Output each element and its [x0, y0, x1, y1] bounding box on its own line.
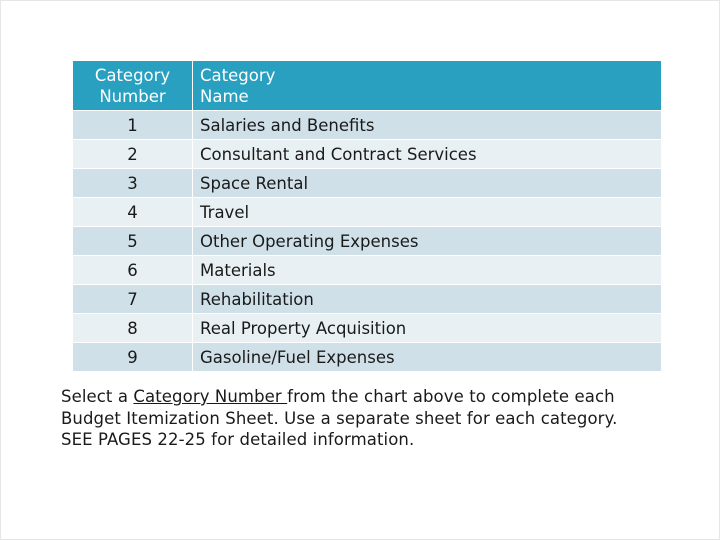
category-number-cell: 9	[72, 342, 193, 372]
table-row: 2 Consultant and Contract Services	[72, 139, 662, 169]
table-header-row: Category Number Category Name	[72, 60, 662, 111]
instruction-note: Select a Category Number from the chart …	[61, 386, 701, 451]
category-name-cell: Real Property Acquisition	[192, 313, 662, 343]
category-table: Category Number Category Name 1 Salaries…	[72, 60, 662, 372]
category-name-cell: Gasoline/Fuel Expenses	[192, 342, 662, 372]
note-line2: Budget Itemization Sheet. Use a separate…	[61, 408, 618, 428]
header-name-line1: Category	[200, 65, 276, 85]
header-number-line1: Category	[94, 65, 171, 85]
note-prefix: Select a	[61, 387, 134, 406]
header-name-line2: Name	[200, 86, 249, 106]
note-line1-rest: from the chart above to complete each	[287, 387, 615, 406]
table-row: 6 Materials	[72, 255, 662, 285]
category-name-cell: Materials	[192, 255, 662, 285]
note-underlined-term: Category Number	[133, 387, 288, 406]
note-line3: SEE PAGES 22-25 for detailed information…	[61, 430, 415, 449]
table-row: 9 Gasoline/Fuel Expenses	[72, 342, 662, 372]
category-name-cell: Space Rental	[192, 168, 662, 198]
category-name-cell: Other Operating Expenses	[192, 226, 662, 256]
table-row: 4 Travel	[72, 197, 662, 227]
category-number-cell: 3	[72, 168, 193, 198]
table-row: 8 Real Property Acquisition	[72, 313, 662, 343]
category-number-cell: 6	[72, 255, 193, 285]
category-number-cell: 1	[72, 110, 193, 140]
category-name-cell: Travel	[192, 197, 662, 227]
category-number-cell: 2	[72, 139, 193, 169]
category-number-cell: 8	[72, 313, 193, 343]
category-number-cell: 5	[72, 226, 193, 256]
table-row: 7 Rehabilitation	[72, 284, 662, 314]
table-row: 1 Salaries and Benefits	[72, 110, 662, 140]
category-name-cell: Rehabilitation	[192, 284, 662, 314]
header-category-name: Category Name	[192, 60, 662, 111]
category-number-cell: 7	[72, 284, 193, 314]
header-number-line2: Number	[99, 86, 166, 106]
category-name-cell: Consultant and Contract Services	[192, 139, 662, 169]
header-category-number: Category Number	[72, 60, 193, 111]
category-number-cell: 4	[72, 197, 193, 227]
category-name-cell: Salaries and Benefits	[192, 110, 662, 140]
table-row: 3 Space Rental	[72, 168, 662, 198]
table-row: 5 Other Operating Expenses	[72, 226, 662, 256]
